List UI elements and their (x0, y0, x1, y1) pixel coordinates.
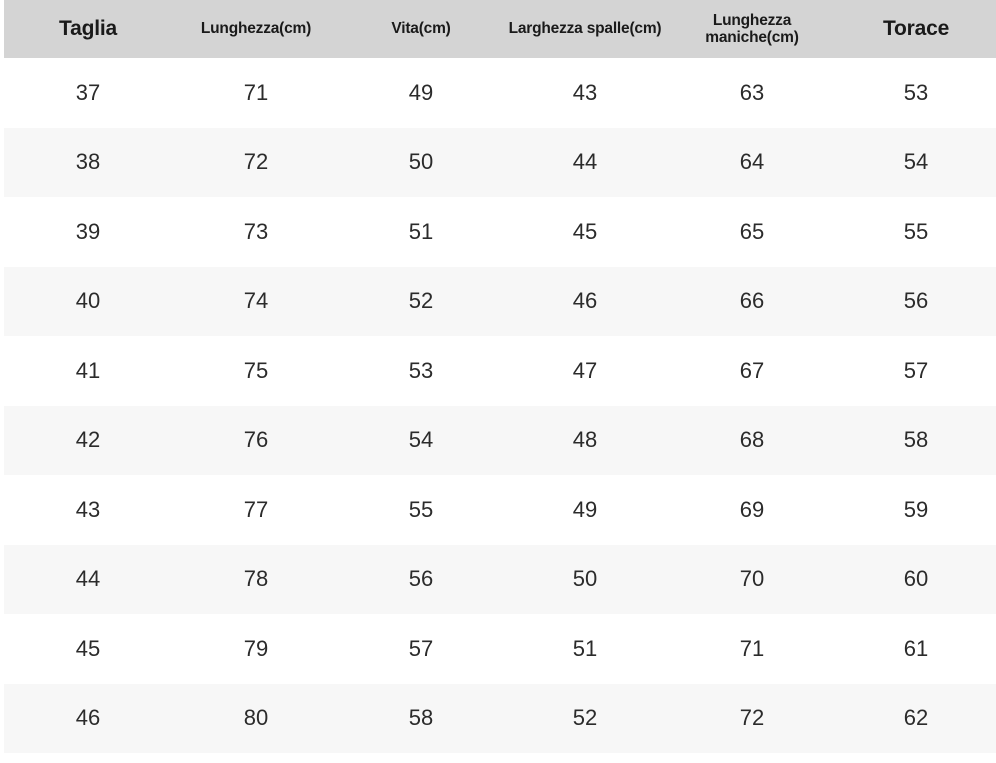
cell-lunghezza: 80 (243, 705, 269, 731)
cell-larghezza_spalle: 51 (572, 635, 598, 661)
cell-torace: 58 (903, 427, 929, 453)
cell-taglia: 46 (75, 705, 101, 731)
cell-lunghezza: 76 (243, 427, 269, 453)
cell-taglia: 39 (75, 218, 101, 244)
table-row: 37 71 49 43 63 53 (4, 58, 996, 128)
cell-torace: 60 (903, 566, 929, 592)
cell-lunghezza_maniche: 71 (739, 635, 765, 661)
cell-lunghezza: 75 (243, 357, 269, 383)
cell-vita: 53 (408, 357, 434, 383)
column-header-taglia: Taglia (4, 0, 172, 58)
table-row: 45 79 57 51 71 61 (4, 614, 996, 684)
table-header-row: Taglia Lunghezza(cm) Vita(cm) Larghezza … (4, 0, 996, 58)
cell-lunghezza: 73 (243, 218, 269, 244)
table-row: 38 72 50 44 64 54 (4, 127, 996, 197)
table-row: 39 73 51 45 65 55 (4, 197, 996, 267)
table-row: 42 76 54 48 68 58 (4, 405, 996, 475)
cell-vita: 51 (408, 218, 434, 244)
cell-torace: 53 (903, 79, 929, 105)
cell-lunghezza: 77 (243, 496, 269, 522)
table-row: 40 74 52 46 66 56 (4, 266, 996, 336)
cell-lunghezza_maniche: 68 (739, 427, 765, 453)
cell-lunghezza: 72 (243, 149, 269, 175)
cell-taglia: 37 (75, 79, 101, 105)
cell-vita: 56 (408, 566, 434, 592)
cell-torace: 62 (903, 705, 929, 731)
cell-taglia: 41 (75, 357, 101, 383)
column-header-vita: Vita(cm) (340, 0, 502, 58)
column-header-vita-label: Vita(cm) (391, 20, 451, 38)
cell-vita: 55 (408, 496, 434, 522)
cell-lunghezza_maniche: 72 (739, 705, 765, 731)
cell-vita: 49 (408, 79, 434, 105)
cell-larghezza_spalle: 50 (572, 566, 598, 592)
cell-larghezza_spalle: 49 (572, 496, 598, 522)
cell-lunghezza_maniche: 65 (739, 218, 765, 244)
table-row: 43 77 55 49 69 59 (4, 475, 996, 545)
cell-lunghezza_maniche: 63 (739, 79, 765, 105)
table-row: 44 78 56 50 70 60 (4, 544, 996, 614)
cell-taglia: 38 (75, 149, 101, 175)
column-header-larghezza-spalle-label: Larghezza spalle(cm) (508, 20, 662, 38)
cell-larghezza_spalle: 52 (572, 705, 598, 731)
cell-taglia: 43 (75, 496, 101, 522)
cell-larghezza_spalle: 46 (572, 288, 598, 314)
cell-lunghezza_maniche: 66 (739, 288, 765, 314)
column-header-lunghezza-label: Lunghezza(cm) (200, 20, 312, 38)
column-header-lunghezza: Lunghezza(cm) (172, 0, 340, 58)
size-chart-table: Taglia Lunghezza(cm) Vita(cm) Larghezza … (4, 0, 996, 753)
cell-lunghezza_maniche: 64 (739, 149, 765, 175)
table-row: 46 80 58 52 72 62 (4, 683, 996, 753)
cell-vita: 58 (408, 705, 434, 731)
cell-torace: 61 (903, 635, 929, 661)
cell-taglia: 40 (75, 288, 101, 314)
cell-larghezza_spalle: 48 (572, 427, 598, 453)
column-header-lunghezza-maniche: Lunghezza maniche(cm) (668, 0, 836, 58)
cell-lunghezza_maniche: 69 (739, 496, 765, 522)
cell-taglia: 42 (75, 427, 101, 453)
cell-torace: 55 (903, 218, 929, 244)
cell-torace: 59 (903, 496, 929, 522)
cell-lunghezza_maniche: 67 (739, 357, 765, 383)
cell-larghezza_spalle: 45 (572, 218, 598, 244)
table-body: 37 71 49 43 63 53 38 72 50 44 64 54 39 73 51 45 65 55 40 74… (4, 58, 996, 753)
column-header-larghezza-spalle: Larghezza spalle(cm) (502, 0, 668, 58)
cell-taglia: 44 (75, 566, 101, 592)
cell-vita: 54 (408, 427, 434, 453)
column-header-lunghezza-maniche-label: Lunghezza maniche(cm) (705, 11, 799, 46)
cell-vita: 52 (408, 288, 434, 314)
cell-lunghezza: 78 (243, 566, 269, 592)
cell-larghezza_spalle: 47 (572, 357, 598, 383)
cell-torace: 57 (903, 357, 929, 383)
cell-lunghezza: 79 (243, 635, 269, 661)
table-row: 41 75 53 47 67 57 (4, 336, 996, 406)
cell-lunghezza_maniche: 70 (739, 566, 765, 592)
column-header-taglia-label: Taglia (59, 17, 117, 41)
column-header-torace-label: Torace (882, 17, 950, 41)
cell-lunghezza: 71 (243, 79, 269, 105)
cell-torace: 56 (903, 288, 929, 314)
cell-taglia: 45 (75, 635, 101, 661)
cell-larghezza_spalle: 43 (572, 79, 598, 105)
cell-torace: 54 (903, 149, 929, 175)
cell-vita: 57 (408, 635, 434, 661)
cell-vita: 50 (408, 149, 434, 175)
column-header-torace: Torace (836, 0, 996, 58)
cell-lunghezza: 74 (243, 288, 269, 314)
cell-larghezza_spalle: 44 (572, 149, 598, 175)
table-head: Taglia Lunghezza(cm) Vita(cm) Larghezza … (4, 0, 996, 58)
